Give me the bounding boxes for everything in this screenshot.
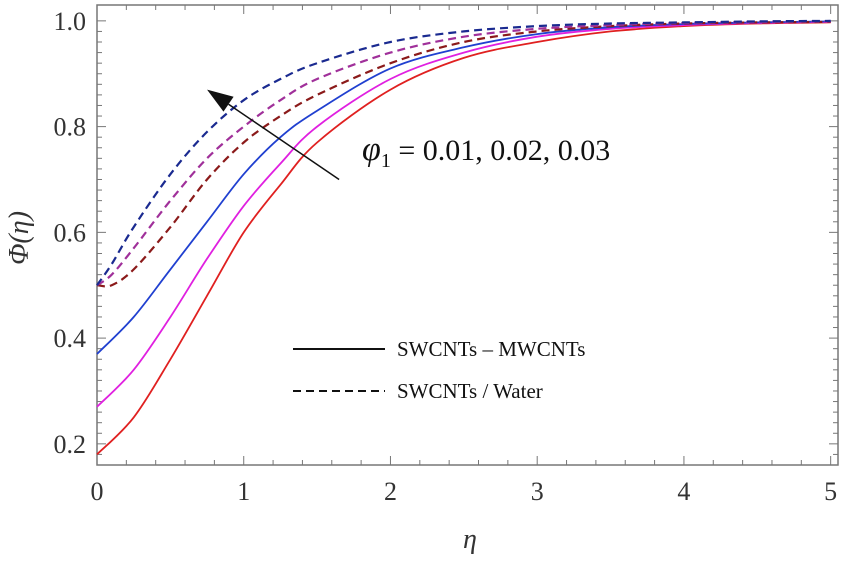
x-tick-label: 1 — [237, 477, 250, 506]
y-tick-label: 0.2 — [54, 430, 87, 459]
series-line-3 — [96, 20, 831, 355]
x-tick-label: 5 — [824, 477, 837, 506]
x-tick-label: 3 — [531, 477, 544, 506]
series-line-6 — [96, 19, 831, 286]
plot-frame — [96, 4, 839, 466]
y-tick-label: 0.6 — [54, 218, 87, 247]
annotation-symbol: φ — [362, 131, 381, 168]
x-tick-label: 4 — [677, 477, 690, 506]
x-tick-label: 2 — [384, 477, 397, 506]
legend-label-1: SWCNTs – MWCNTs — [397, 337, 585, 361]
y-tick-label: 0.4 — [54, 324, 87, 353]
series-line-2 — [96, 21, 831, 408]
y-tick-label: 0.8 — [54, 113, 87, 142]
series-line-1 — [96, 21, 831, 456]
x-axis-title: η — [463, 524, 477, 555]
y-tick-label: 1.0 — [54, 7, 87, 36]
annotation-arrow-head — [207, 89, 234, 112]
y-axis-title: Φ(η) — [4, 211, 35, 265]
x-tick-label: 0 — [91, 477, 104, 506]
legend-label-2: SWCNTs / Water — [397, 379, 543, 403]
annotation-subscript: 1 — [381, 150, 391, 172]
annotation-label: φ1 = 0.01, 0.02, 0.03 — [362, 131, 610, 172]
annotation-arrow-shaft — [228, 103, 340, 181]
annotation-values: = 0.01, 0.02, 0.03 — [391, 134, 610, 167]
